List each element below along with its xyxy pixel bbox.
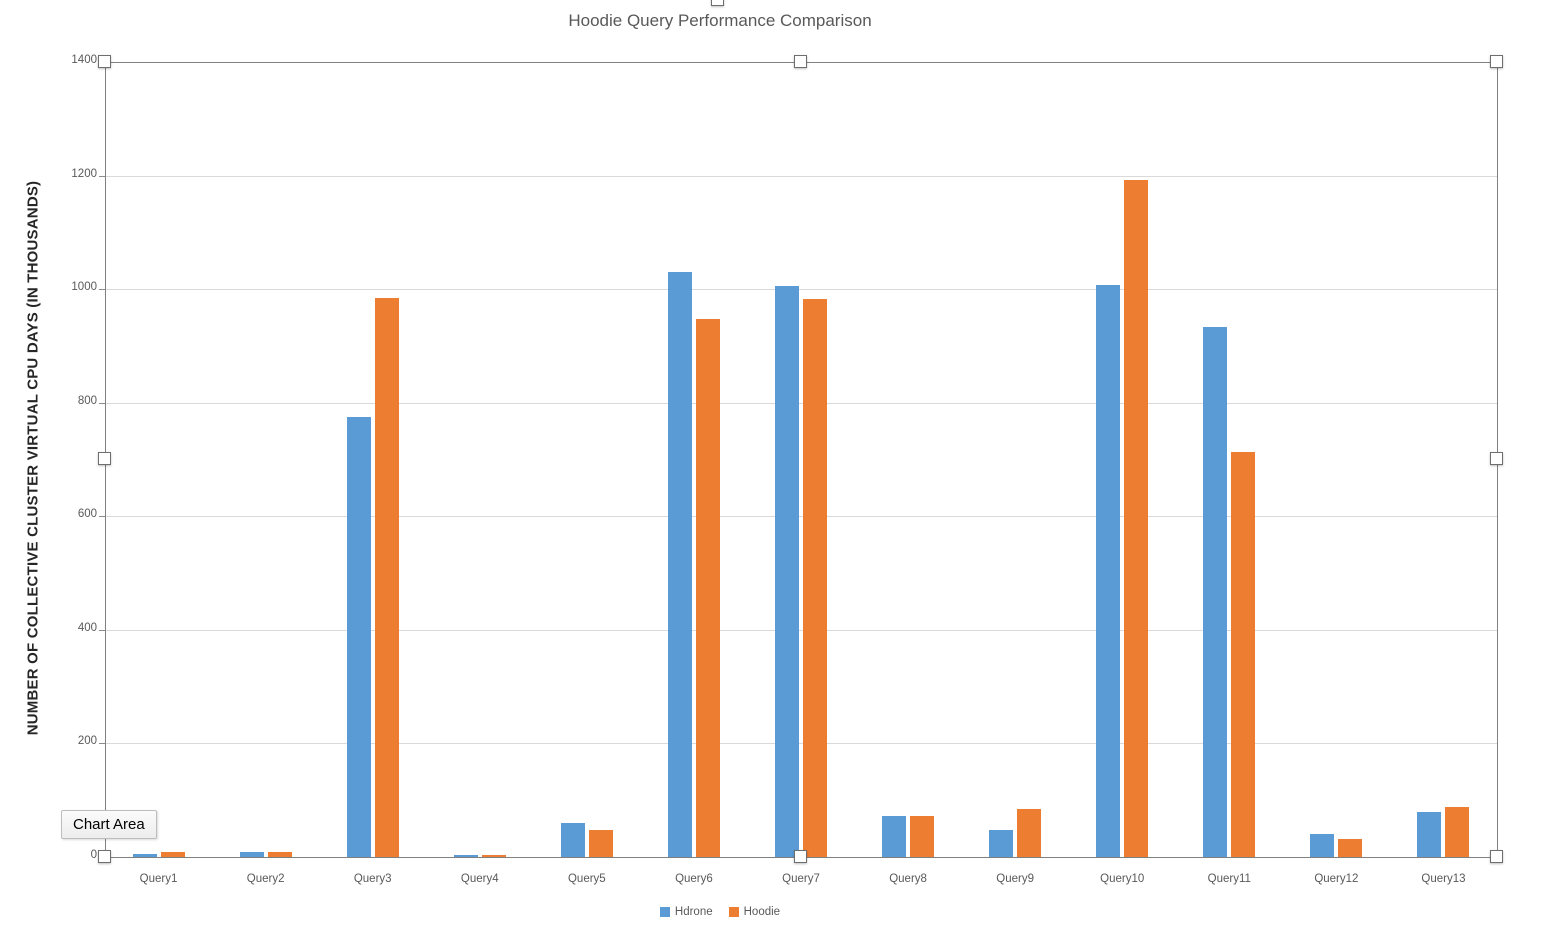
legend-label-hoodie: Hoodie [743,906,781,918]
bar-hoodie-query6[interactable] [695,318,720,857]
bar-hdrone-query7[interactable] [775,286,799,857]
bar-hoodie-query11[interactable] [1231,451,1256,857]
x-tick-label-query5[interactable]: Query5 [567,873,606,885]
gridline-800 [106,402,1497,404]
legend-item-hdrone[interactable]: Hdrone [659,906,713,918]
bar-hdrone-query6[interactable] [667,272,692,857]
legend-swatch-hoodie [728,907,739,917]
y-axis-title[interactable]: NUMBER OF COLLECTIVE CLUSTER VIRTUAL CPU… [24,180,42,736]
gridline-1000 [106,289,1497,291]
bar-hdrone-query12[interactable] [1310,834,1335,857]
bar-hoodie-query5[interactable] [588,829,613,857]
bar-hdrone-query8[interactable] [882,816,907,857]
x-tick-label-query6[interactable]: Query6 [675,873,713,885]
chart-area-tooltip: Chart Area [61,810,157,839]
bar-hoodie-query7[interactable] [803,298,827,857]
bar-hdrone-query9[interactable] [989,829,1014,857]
x-tick-label-query4[interactable]: Query4 [460,873,499,885]
x-tick-label-query13[interactable]: Query13 [1421,873,1466,885]
selection-handle-top-center[interactable] [794,55,807,68]
y-tick-mark-600 [99,516,105,518]
bar-hdrone-query3[interactable] [346,416,371,857]
bar-hdrone-query4[interactable] [453,854,478,857]
gridline-600 [106,516,1497,518]
x-tick-label-query7[interactable]: Query7 [782,873,820,885]
bar-hoodie-query1[interactable] [160,851,185,857]
bar-hoodie-query10[interactable] [1124,180,1149,857]
y-tick-label-1400: 1400 [71,54,97,66]
legend-item-hoodie[interactable]: Hoodie [728,906,781,918]
selection-handle-top-right[interactable] [1490,55,1503,68]
x-tick-label-query2[interactable]: Query2 [246,873,285,885]
chart-title[interactable]: Hoodie Query Performance Comparison [568,11,872,30]
y-tick-label-1200: 1200 [71,167,97,180]
bar-hoodie-query13[interactable] [1445,807,1470,857]
x-tick-label-query3[interactable]: Query3 [353,873,392,885]
y-tick-label-1000: 1000 [71,281,97,294]
bar-hdrone-query2[interactable] [239,852,264,857]
bar-hdrone-query5[interactable] [560,822,585,857]
gridline-200 [106,743,1497,745]
selection-handle-bottom-right[interactable] [1490,850,1503,863]
bar-hoodie-query12[interactable] [1338,838,1363,857]
x-tick-label-query1[interactable]: Query1 [139,873,178,885]
y-tick-mark-800 [99,402,105,404]
y-tick-label-600: 600 [77,508,97,521]
x-tick-label-query8[interactable]: Query8 [889,873,927,885]
x-tick-label-query11[interactable]: Query11 [1207,873,1251,885]
selection-handle-mid-right[interactable] [1490,452,1503,465]
legend[interactable]: Hdrone Hoodie [0,906,1440,918]
x-tick-label-query9[interactable]: Query9 [996,873,1034,885]
y-tick-mark-400 [99,629,105,631]
y-tick-mark-1000 [99,289,105,291]
bar-hoodie-query3[interactable] [374,297,399,857]
x-tick-label-query12[interactable]: Query12 [1314,873,1359,885]
y-tick-mark-200 [99,743,105,745]
legend-swatch-hdrone [659,907,670,917]
y-tick-label-0: 0 [90,849,97,861]
bar-hdrone-query1[interactable] [132,854,157,857]
y-tick-label-200: 200 [77,735,97,748]
gridline-1200 [106,175,1497,177]
selection-handle-mid-left[interactable] [98,452,111,465]
bar-hoodie-query4[interactable] [481,854,506,857]
bar-hdrone-query13[interactable] [1417,812,1442,857]
selection-handle-bottom-center[interactable] [794,850,807,863]
selection-handle-bottom-left[interactable] [98,850,111,863]
bar-hoodie-query9[interactable] [1017,808,1042,857]
selection-handle-object-top-center[interactable] [711,0,724,6]
x-tick-label-query10[interactable]: Query10 [1100,873,1145,885]
y-tick-mark-1200 [99,175,105,177]
selection-handle-top-left[interactable] [98,55,111,68]
bar-hoodie-query8[interactable] [910,816,935,857]
legend-label-hdrone: Hdrone [674,906,713,918]
bar-hdrone-query11[interactable] [1203,327,1228,857]
bar-hdrone-query10[interactable] [1096,285,1121,857]
plot-selection-border [105,62,1498,858]
bar-hoodie-query2[interactable] [267,852,292,857]
gridline-400 [106,629,1497,631]
y-tick-label-400: 400 [77,621,97,634]
y-tick-label-800: 800 [77,394,97,407]
